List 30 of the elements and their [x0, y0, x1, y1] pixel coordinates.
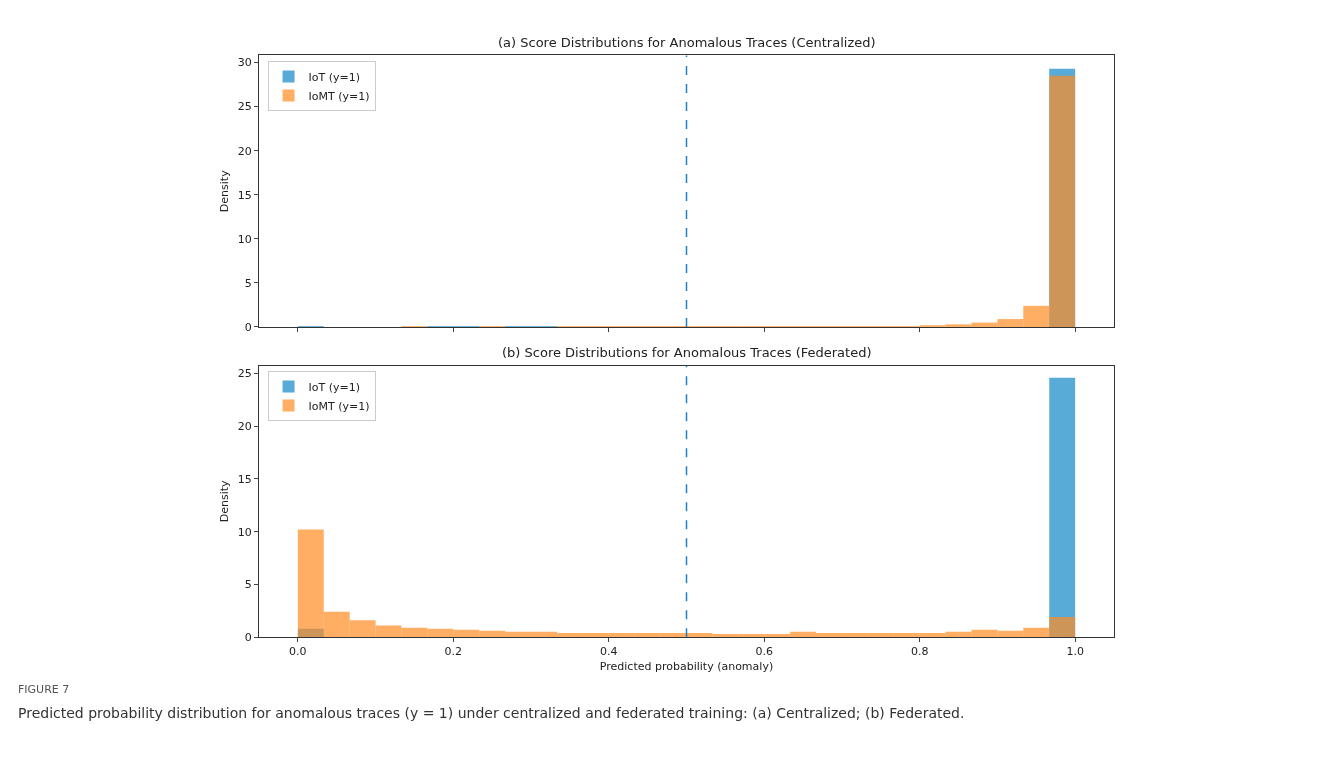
legend-label: IoMT (y=1): [308, 399, 370, 413]
y-tick-label: 15: [237, 472, 252, 486]
caption: FIGURE 7: [18, 683, 70, 696]
y-tick-label: 15: [237, 188, 252, 202]
x-tick-label: 0.4: [600, 645, 618, 659]
y-tick-label: 5: [244, 276, 252, 290]
x-tick-label: 0.0: [289, 645, 307, 659]
y-tick-label: 25: [237, 100, 252, 114]
y-tick-label: 30: [237, 56, 252, 70]
legend-label: IoMT (y=1): [308, 89, 370, 103]
legend-label: IoT (y=1): [308, 70, 361, 84]
y-tick-label: 5: [244, 578, 252, 592]
y-axis-title: Density: [218, 479, 232, 523]
y-tick-label: 25: [237, 367, 252, 381]
x-axis-title: Predicted probability (anomaly): [599, 659, 774, 673]
y-tick-label: 10: [237, 232, 252, 246]
y-tick-label: 20: [237, 144, 252, 158]
chart-title: (b) Score Distributions for Anomalous Traces (Federated): [502, 345, 872, 360]
x-tick-label: 1.0: [1066, 645, 1084, 659]
x-tick-label: 0.2: [444, 645, 463, 659]
y-tick-label: 0: [244, 320, 252, 334]
text: Predicted probability distribution for anomalous traces (y = 1) under centralized and federated training: (a) Centralized; (b) Federated.: [18, 705, 965, 721]
y-tick-label: 10: [237, 525, 252, 539]
legend-label: IoT (y=1): [308, 380, 361, 394]
y-tick-label: 0: [244, 630, 252, 644]
x-tick-label: 0.8: [910, 645, 929, 659]
x-tick-label: 0.6: [755, 645, 773, 659]
y-tick-label: 20: [237, 420, 252, 434]
y-axis-title: Density: [218, 169, 232, 213]
chart-title: (a) Score Distributions for Anomalous Traces (Centralized): [498, 35, 876, 50]
